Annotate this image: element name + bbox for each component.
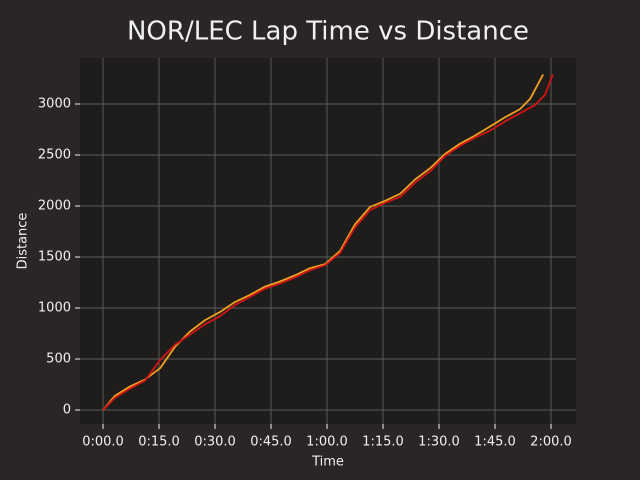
y-tick-label: 2000	[38, 199, 71, 214]
x-tick-label: 1:45.0	[474, 435, 516, 450]
x-tick-label: 0:45.0	[250, 435, 292, 450]
x-tick-label: 0:30.0	[194, 435, 236, 450]
series-line	[102, 74, 554, 411]
x-tick-label: 0:00.0	[82, 435, 124, 450]
y-tick-label: 1000	[38, 301, 71, 316]
y-tick-label: 1500	[38, 250, 71, 265]
x-tick-label: 1:15.0	[362, 435, 404, 450]
y-tick-label: 500	[46, 352, 71, 367]
x-tick-label: 0:15.0	[138, 435, 180, 450]
y-tick-label: 0	[63, 403, 71, 418]
x-tick-label: 1:30.0	[418, 435, 460, 450]
x-tick-label: 1:00.0	[306, 435, 348, 450]
y-tick-label: 3000	[38, 97, 71, 112]
y-tick-label: 2500	[38, 148, 71, 163]
y-axis-label: Distance	[16, 213, 31, 270]
x-axis-label: Time	[311, 455, 344, 470]
chart-title: NOR/LEC Lap Time vs Distance	[127, 17, 529, 47]
x-tick-label: 2:00.0	[530, 435, 572, 450]
